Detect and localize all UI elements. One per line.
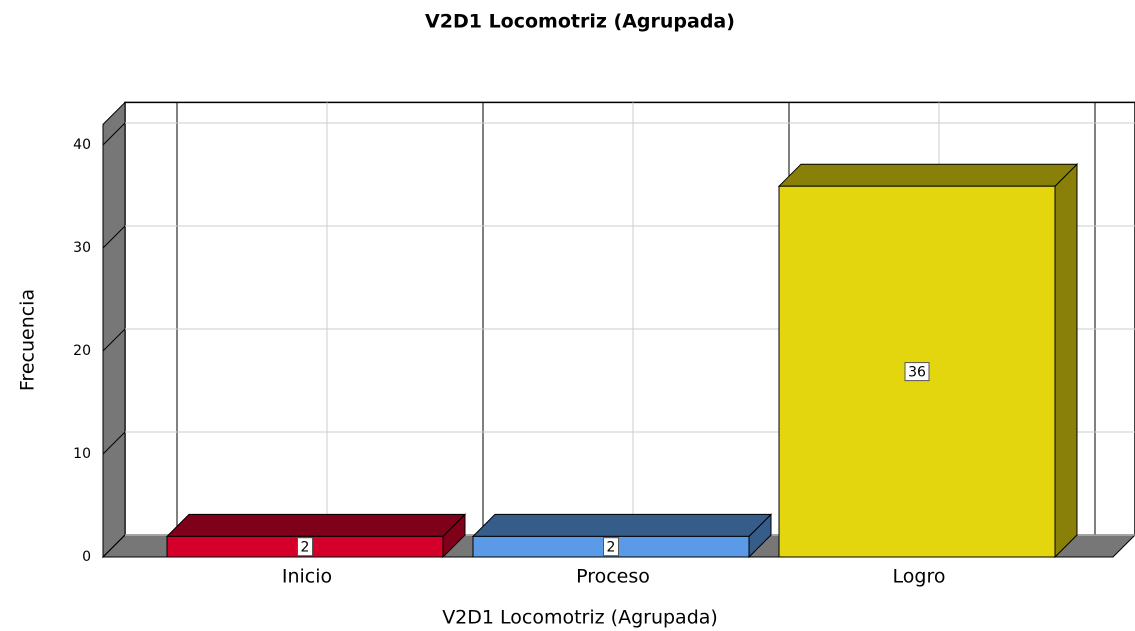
value-label: 2 (301, 540, 310, 556)
chart-title: V2D1 Locomotriz (Agrupada) (425, 11, 735, 33)
y-tick (102, 431, 126, 455)
y-tick-label: 10 (73, 446, 91, 462)
bar-top (777, 163, 1079, 187)
bar (471, 513, 773, 559)
y-tick-label: 20 (73, 343, 91, 359)
y-axis-label: Frecuencia (17, 289, 39, 391)
x-tick-label: Proceso (576, 566, 650, 588)
bar (777, 162, 1079, 559)
x-tick-label: Logro (893, 566, 946, 588)
y-tick (102, 225, 126, 249)
bar-side (1054, 162, 1078, 559)
x-axis-label: V2D1 Locomotriz (Agrupada) (442, 607, 718, 629)
bar-top (471, 513, 773, 537)
y-tick-label: 0 (82, 549, 91, 565)
y-tick (102, 122, 126, 146)
y-tick-label: 40 (73, 137, 91, 153)
bar (165, 513, 467, 559)
value-label: 2 (607, 540, 616, 556)
left-wall (102, 101, 126, 559)
x-tick-label: Inicio (282, 566, 332, 588)
y-tick-label: 30 (73, 240, 91, 256)
bar-top (165, 513, 467, 537)
y-tick (102, 534, 126, 558)
value-label: 36 (908, 365, 926, 381)
y-tick (102, 328, 126, 352)
value-label-box (297, 537, 313, 557)
value-label-box (904, 362, 930, 382)
value-label-box (603, 537, 619, 557)
